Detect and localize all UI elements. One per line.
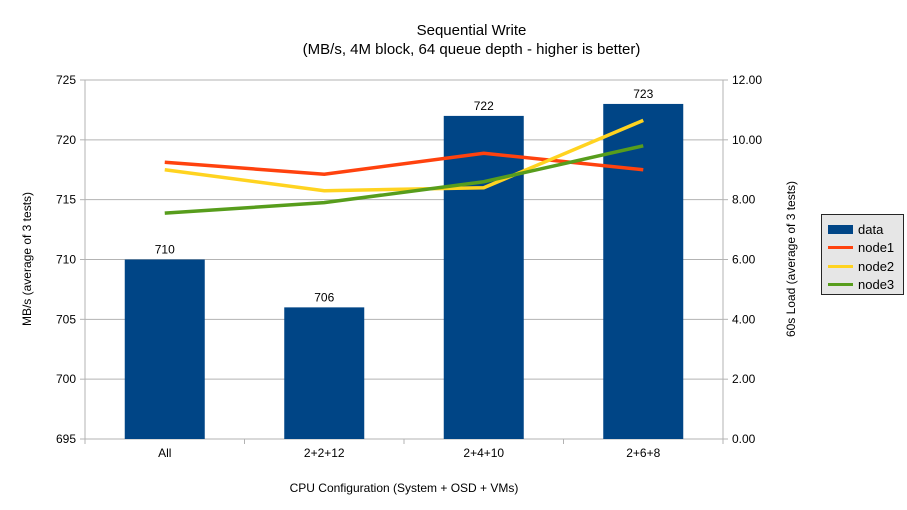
line-node2 [164,118,644,193]
y-right-tick-label: 2.00 [732,372,756,386]
bar-All [124,259,205,439]
legend-item-node3: node3 [828,276,903,294]
x-category-label: 2+4+10 [463,446,504,460]
legend-item-data: data [828,220,903,238]
x-category-label: 2+2+12 [304,446,345,460]
x-category-label: All [158,446,171,460]
legend-item-node2: node2 [828,257,903,275]
legend-swatch-node3 [828,283,853,287]
y-right-tick-label: 10.00 [732,133,762,147]
bar-value-label: 710 [155,243,175,257]
line-node1 [164,151,644,176]
y-right-tick-label: 4.00 [732,312,756,326]
y-left-tick-label: 720 [56,133,76,147]
y-left-tick-label: 705 [56,312,76,326]
x-category-label: 2+6+8 [626,446,660,460]
y-right-tick-label: 8.00 [732,193,756,207]
bar-value-label: 706 [314,290,334,304]
bar-value-label: 723 [633,87,653,101]
legend-label: node1 [858,240,895,256]
legend-swatch-node1 [828,246,853,250]
chart-title-block: Sequential Write (MB/s, 4M block, 64 que… [36,21,907,59]
legend-item-node1: node1 [828,239,903,257]
line-node3 [164,144,644,215]
x-axis-title: CPU Configuration (System + OSD + VMs) [289,481,519,495]
bar-2+4+10 [443,115,524,440]
y-left-tick-label: 700 [56,372,76,386]
chart-title: Sequential Write [416,22,527,39]
y-left-tick-label: 715 [56,193,76,207]
legend-label: node3 [858,277,895,293]
legend-label: node2 [858,258,895,274]
bar-2+6+8 [603,103,684,439]
legend-label: data [858,221,884,237]
y-right-tick-label: 6.00 [732,253,756,267]
y-right-tick-label: 12.00 [732,73,762,87]
bar-2+2+12 [284,307,365,439]
bar-value-label: 722 [474,99,494,113]
y-left-tick-label: 695 [56,432,76,446]
legend-swatch-node2 [828,264,853,268]
legend-swatch-data [828,224,853,234]
y-left-tick-label: 710 [56,253,76,267]
chart-subtitle: (MB/s, 4M block, 64 queue depth - higher… [302,41,641,58]
legend: data node1 node2 node3 [821,214,904,295]
y-left-tick-label: 725 [56,73,76,87]
y-right-tick-label: 0.00 [732,432,756,446]
